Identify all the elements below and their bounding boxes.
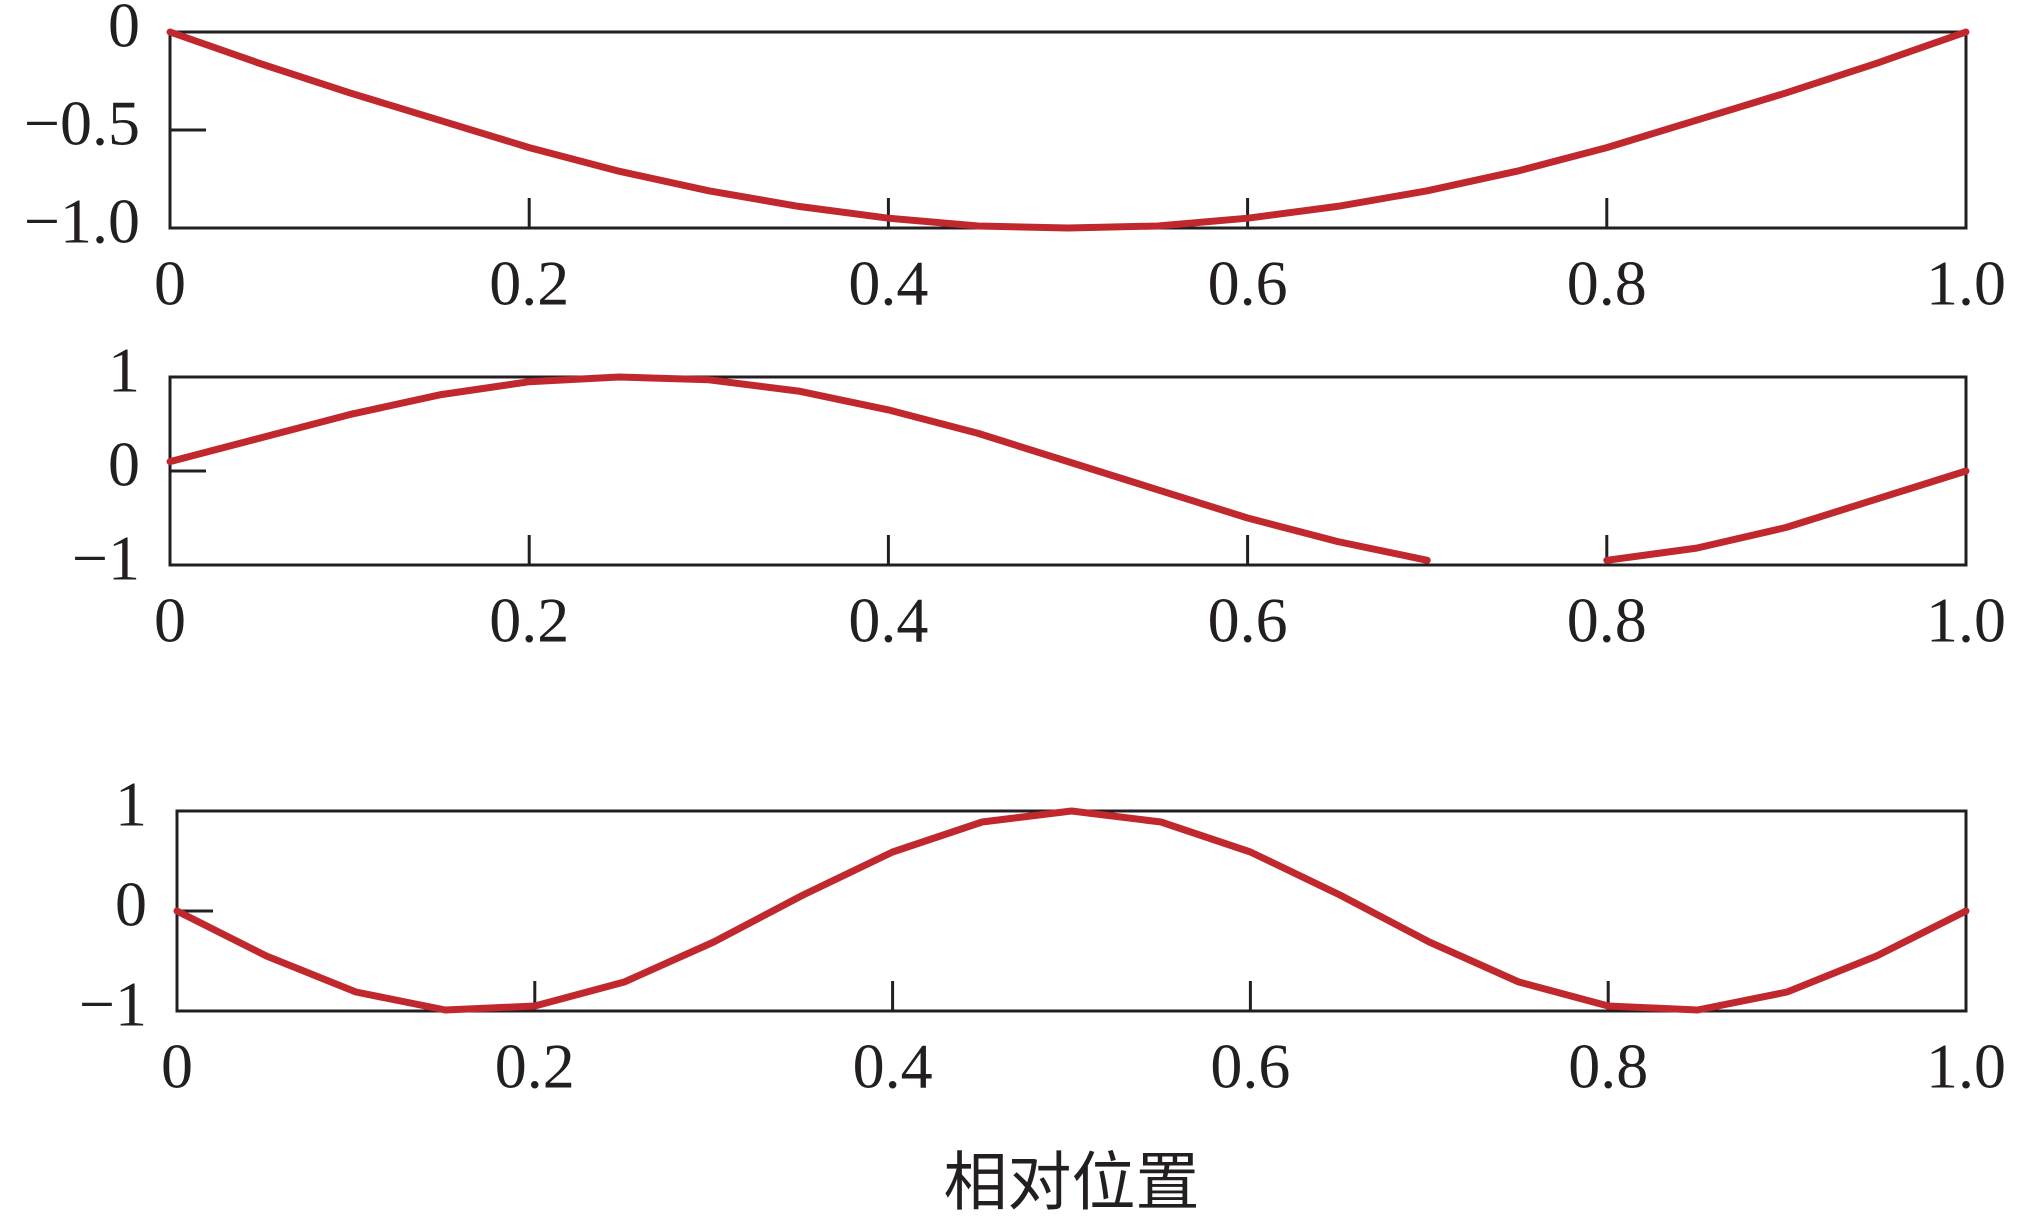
x-tick-label: 0 bbox=[161, 1031, 193, 1102]
x-tick-label: 0.6 bbox=[1208, 585, 1288, 656]
x-tick-label: 1.0 bbox=[1926, 1031, 2006, 1102]
x-tick-label: 0.2 bbox=[495, 1031, 575, 1102]
x-tick-label: 0.8 bbox=[1567, 585, 1647, 656]
y-tick-label: 1 bbox=[115, 769, 147, 840]
x-tick-label: 0.4 bbox=[853, 1031, 933, 1102]
y-tick-label: 0 bbox=[108, 429, 140, 500]
y-tick-label: −0.5 bbox=[24, 88, 140, 159]
plot-frame bbox=[168, 30, 1968, 230]
plot-frame bbox=[175, 809, 1968, 1013]
x-tick-label: 0.8 bbox=[1568, 1031, 1648, 1102]
x-tick-label: 0.4 bbox=[848, 248, 928, 319]
y-tick-label: 0 bbox=[108, 0, 140, 61]
x-tick-label: 0.6 bbox=[1208, 248, 1288, 319]
x-tick-label: 0.2 bbox=[489, 248, 569, 319]
x-tick-label: 0.6 bbox=[1210, 1031, 1290, 1102]
x-tick-label: 0.2 bbox=[489, 585, 569, 656]
y-tick-label: 1 bbox=[108, 335, 140, 406]
y-tick-label: 0 bbox=[115, 869, 147, 940]
x-tick-label: 0.4 bbox=[848, 585, 928, 656]
y-tick-label: −1.0 bbox=[24, 186, 140, 257]
x-tick-label: 1.0 bbox=[1926, 585, 2006, 656]
x-axis-label: 相对位置 bbox=[944, 1148, 1200, 1219]
data-line bbox=[166, 28, 1970, 232]
x-tick-label: 0 bbox=[154, 585, 186, 656]
plot-frame bbox=[168, 375, 1968, 567]
data-line bbox=[166, 373, 1970, 564]
y-tick-label: −1 bbox=[72, 523, 140, 594]
x-tick-label: 0.8 bbox=[1567, 248, 1647, 319]
data-line bbox=[173, 807, 1970, 1014]
y-tick-label: −1 bbox=[79, 969, 147, 1040]
x-tick-label: 0 bbox=[154, 248, 186, 319]
x-tick-label: 1.0 bbox=[1926, 248, 2006, 319]
